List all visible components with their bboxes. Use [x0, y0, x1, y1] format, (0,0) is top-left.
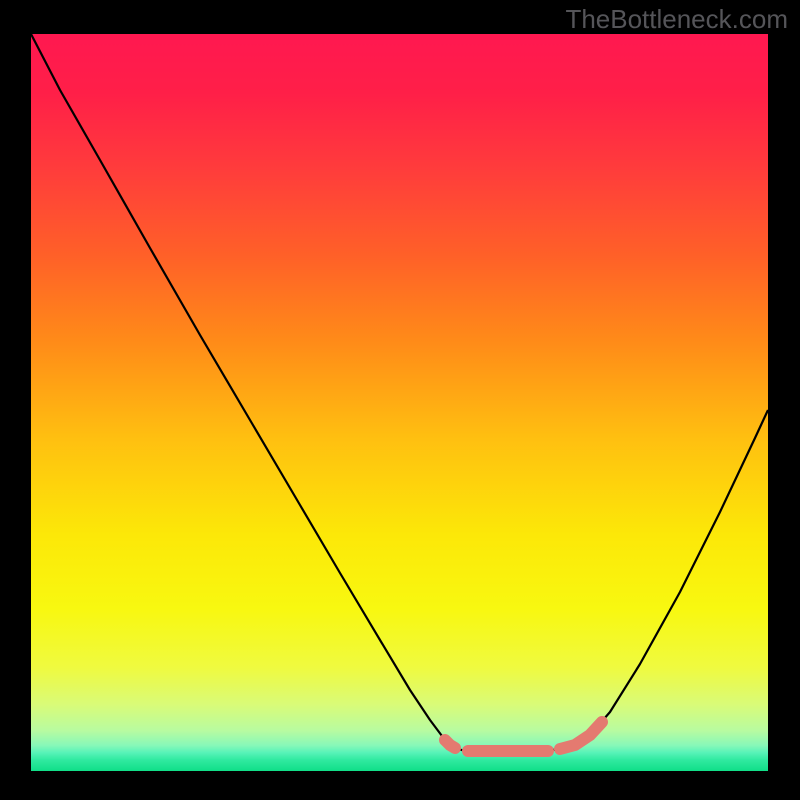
highlight-segment-0 — [445, 740, 455, 748]
plot-area — [31, 34, 768, 771]
gradient-background — [31, 34, 768, 771]
plot-svg — [0, 0, 800, 800]
